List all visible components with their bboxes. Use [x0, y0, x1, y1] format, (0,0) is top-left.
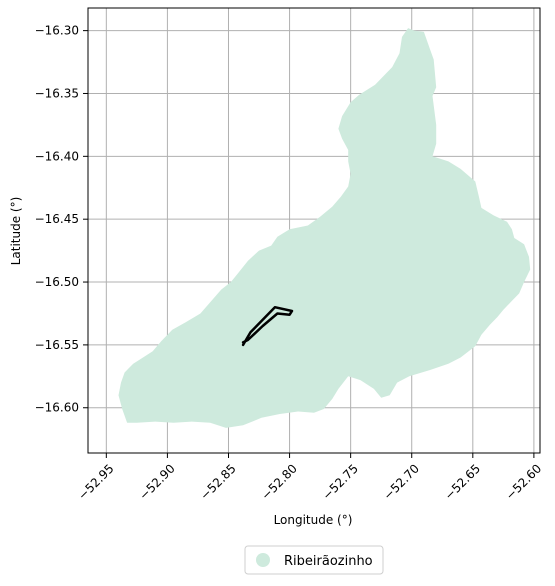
y-tick-label: −16.50 [35, 275, 79, 289]
legend-frame [244, 545, 384, 575]
x-tick-label: −52.90 [136, 461, 177, 502]
x-tick-label: −52.95 [75, 461, 116, 502]
y-tick-label: −16.60 [35, 401, 79, 415]
y-axis-label: Latitude (°) [9, 197, 23, 266]
x-tick-label: −52.65 [442, 461, 483, 502]
y-tick-label: −16.45 [35, 212, 79, 226]
plot-frame [87, 7, 541, 454]
legend: Ribeirãozinho [244, 545, 384, 575]
boundary-track-line [241, 305, 294, 347]
x-tick-label: −52.60 [503, 461, 544, 502]
x-tick-label: −52.70 [381, 461, 422, 502]
x-tick-label: −52.85 [198, 461, 239, 502]
legend-label: Ribeirãozinho [284, 554, 373, 569]
y-tick-label: −16.55 [35, 338, 79, 352]
x-tick-label: −52.80 [259, 461, 300, 502]
legend-marker-icon [256, 553, 270, 567]
y-tick-label: −16.35 [35, 86, 79, 100]
y-tick-label: −16.40 [35, 149, 79, 163]
region-polygon [118, 28, 531, 428]
x-axis-label: Longitude (°) [274, 513, 353, 527]
y-tick-label: −16.30 [35, 24, 79, 38]
x-tick-label: −52.75 [320, 461, 361, 502]
